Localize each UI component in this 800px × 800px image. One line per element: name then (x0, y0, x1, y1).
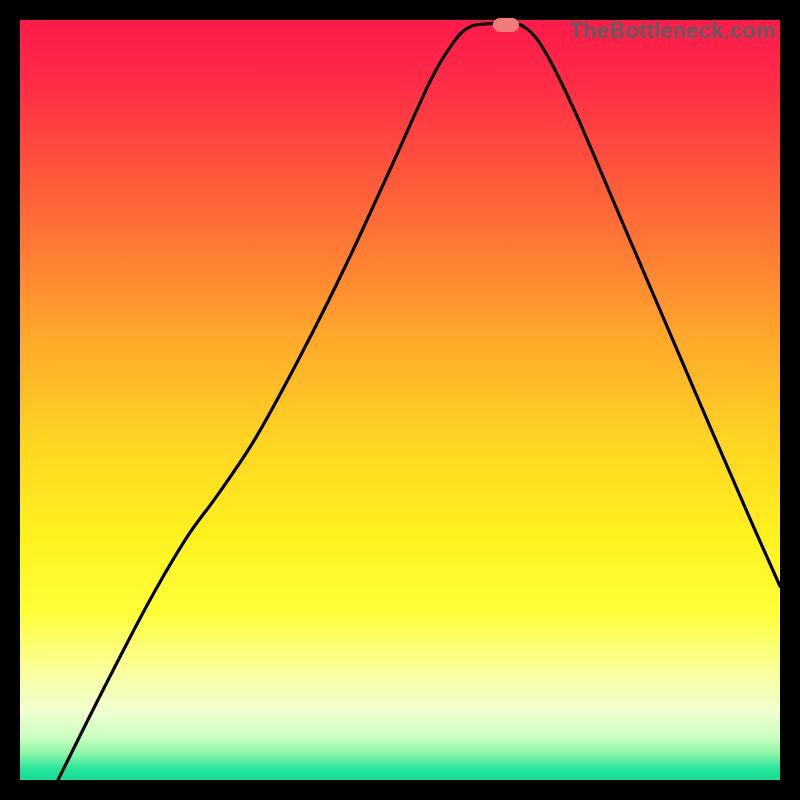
bottleneck-curve (20, 20, 780, 780)
chart-frame: TheBottleneck.com (0, 0, 800, 800)
optimal-point-marker (493, 18, 519, 32)
plot-area: TheBottleneck.com (20, 20, 780, 780)
watermark-text: TheBottleneck.com (570, 18, 776, 44)
